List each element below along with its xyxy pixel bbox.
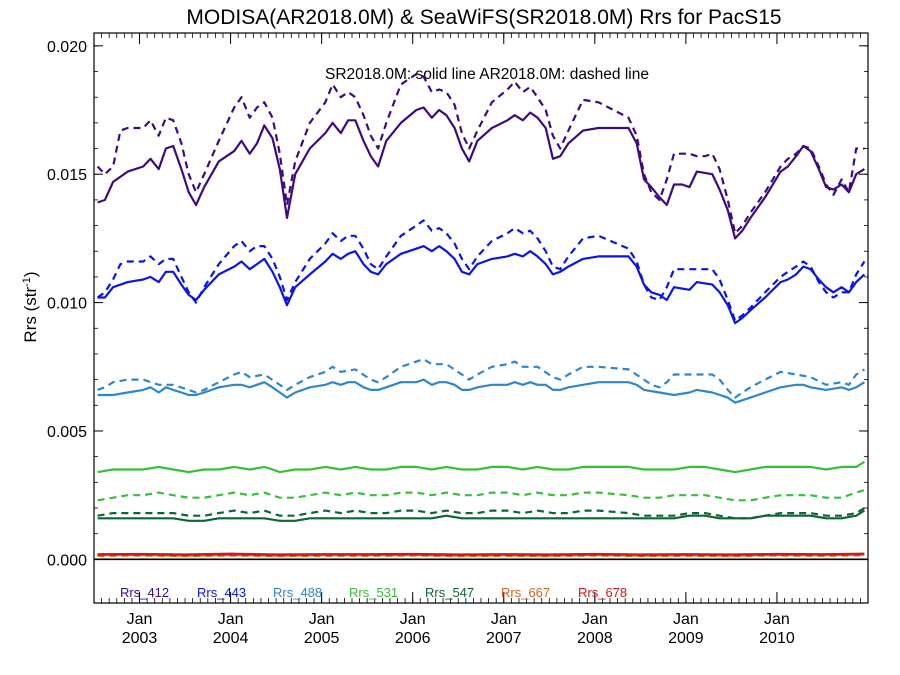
y-tick-label: 0.005	[47, 424, 87, 441]
x-tick-label-month: Jan	[127, 611, 153, 628]
x-tick-label-year: 2009	[668, 630, 704, 647]
series-line-rrs-678-solid	[97, 552, 865, 556]
x-tick-label-year: 2006	[395, 630, 431, 647]
x-tick-label-month: Jan	[309, 611, 335, 628]
legend-entry-rrs-531: Rrs_531	[349, 585, 398, 600]
series-line-rrs-443-dashed	[96, 219, 866, 322]
y-tick-label: 0.000	[47, 552, 87, 569]
y-tick-label: 0.010	[47, 296, 87, 313]
x-tick-label-month: Jan	[582, 611, 608, 628]
x-tick-label-month: Jan	[400, 611, 426, 628]
plot-area: 0.000 0.005 0.010 0.015 0.020 Jan 2003 Jan 2004 J…	[47, 32, 869, 647]
y-axis-label-main: Rrs (str	[21, 287, 40, 343]
series-line-rrs-547-solid	[97, 509, 865, 522]
x-tick-label-month: Jan	[673, 611, 699, 628]
line-style-annotation: SR2018.0M: solid line AR2018.0M: dashed …	[325, 66, 649, 83]
x-tick-label-year: 2003	[122, 630, 158, 647]
legend-entry-rrs-678: Rrs_678	[578, 585, 627, 600]
legend-entry-rrs-667: Rrs_667	[501, 585, 550, 600]
y-axis-label-superscript: -1	[21, 277, 33, 287]
y-axis-label: Rrs (str-1)	[21, 271, 40, 342]
legend-entry-rrs-547: Rrs_547	[425, 585, 474, 600]
series-line-rrs-412-solid	[97, 106, 865, 240]
x-tick-label-month: Jan	[491, 611, 517, 628]
legend-entry-rrs-488: Rrs_488	[273, 585, 322, 600]
x-tick-label-year: 2005	[304, 630, 340, 647]
series-line-rrs-412-dashed	[96, 72, 865, 235]
y-axis-label-close: )	[21, 271, 40, 277]
x-tick-label-year: 2008	[577, 630, 613, 647]
chart-title: MODISA(AR2018.0M) & SeaWiFS(SR2018.0M) R…	[186, 6, 781, 29]
legend-entry-rrs-443: Rrs_443	[197, 585, 246, 600]
x-tick-label-year: 2010	[759, 630, 795, 647]
series-line-rrs-531-dashed	[97, 488, 865, 502]
y-tick-label: 0.015	[47, 167, 87, 184]
axes-layer: 0.000 0.005 0.010 0.015 0.020 Jan 2003 Jan 2004 J…	[47, 32, 869, 647]
y-tick-label: 0.020	[47, 39, 87, 56]
series-line-rrs-443-solid	[97, 245, 866, 325]
series-line-rrs-488-dashed	[97, 358, 865, 399]
legend-entry-rrs-412: Rrs_412	[120, 585, 169, 600]
x-tick-label-year: 2007	[486, 630, 522, 647]
series-line-rrs-531-solid	[97, 460, 865, 474]
series-line-rrs-488-solid	[97, 378, 865, 404]
x-tick-label-month: Jan	[764, 611, 790, 628]
x-tick-label-year: 2004	[213, 630, 249, 647]
legend: Rrs_412 Rrs_443 Rrs_488 Rrs_531 Rrs_547 Rrs_6…	[120, 585, 627, 600]
series-layer	[94, 72, 868, 561]
x-tick-label-month: Jan	[218, 611, 244, 628]
